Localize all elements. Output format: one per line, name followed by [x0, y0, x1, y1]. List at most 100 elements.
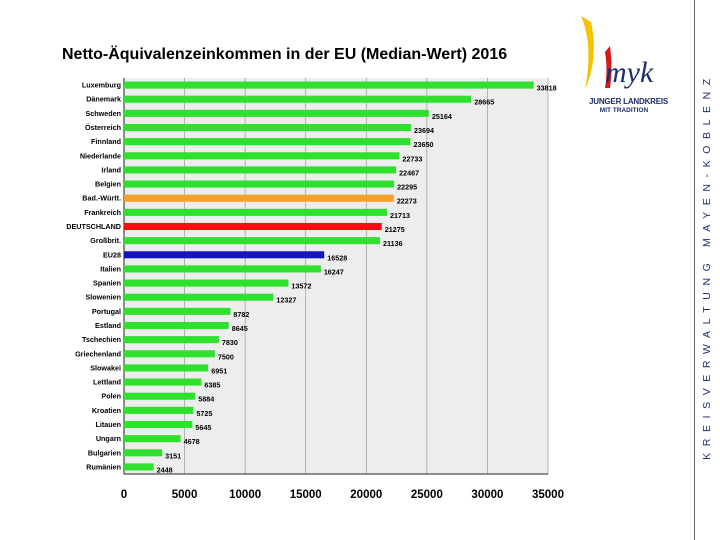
data-label: 8645 — [232, 324, 248, 333]
bar-10 — [124, 208, 388, 216]
category-label: Bulgarien — [88, 448, 121, 457]
x-tick-label: 20000 — [350, 489, 382, 501]
bar-21 — [124, 364, 209, 372]
bar-5 — [124, 138, 411, 146]
category-label: Ungarn — [96, 434, 121, 443]
category-label: Slowakei — [90, 363, 121, 372]
data-label: 16528 — [327, 253, 347, 262]
sidebar-divider — [694, 0, 695, 540]
bar-6 — [124, 152, 400, 160]
category-label: Irland — [101, 165, 121, 174]
logo-line-2: MIT TRADITION — [599, 107, 649, 114]
data-label: 2448 — [157, 465, 173, 474]
bar-15 — [124, 279, 289, 287]
bar-chart: 0 5000 10000 15000 20000 25000 30000 35000 Luxem… — [60, 74, 580, 505]
x-tick-label: 5000 — [172, 489, 198, 501]
data-label: 23694 — [414, 126, 434, 135]
data-label: 22733 — [402, 154, 422, 163]
category-label: EU28 — [103, 250, 121, 259]
data-label: 22467 — [399, 168, 419, 177]
category-label: Rumänien — [86, 462, 121, 471]
data-label: 7500 — [218, 352, 234, 361]
data-label: 13572 — [291, 282, 311, 291]
x-tick-label: 30000 — [471, 489, 503, 501]
data-label: 21713 — [390, 211, 410, 220]
bar-9 — [124, 194, 394, 202]
data-label: 22295 — [397, 183, 417, 192]
category-label: Bad.-Württ. — [82, 194, 121, 203]
category-label: Italien — [100, 264, 121, 273]
data-label: 16247 — [324, 267, 344, 276]
data-label: 7830 — [222, 338, 238, 347]
x-tick-label: 25000 — [411, 489, 443, 501]
category-label: Österreich — [85, 123, 121, 132]
category-label: Luxemburg — [82, 81, 121, 90]
category-label: Belgien — [95, 180, 121, 189]
bar-17 — [124, 307, 231, 315]
data-label: 22273 — [397, 197, 417, 206]
data-label: 21136 — [383, 239, 403, 248]
chart-title: Netto-Äquivalenzeinkommen in der EU (Med… — [62, 46, 508, 63]
category-label: Frankreich — [84, 208, 121, 217]
data-label: 5725 — [196, 409, 212, 418]
bar-25 — [124, 420, 193, 429]
bar-12 — [124, 237, 381, 245]
category-label: Griechenland — [75, 349, 121, 358]
sidebar-band — [694, 0, 720, 540]
logo-mark: myk — [605, 56, 654, 89]
data-label: 5884 — [198, 395, 214, 404]
data-label: 6951 — [211, 366, 227, 375]
bar-19 — [124, 336, 219, 344]
category-label: Dänemark — [86, 95, 121, 104]
category-label: Großbrit. — [90, 236, 121, 245]
bar-26 — [124, 435, 181, 443]
bar-22 — [124, 378, 202, 386]
x-tick-label: 0 — [121, 489, 127, 501]
category-label: Slowenien — [85, 293, 121, 302]
bar-11 — [124, 222, 382, 231]
myk-logo-icon: myk — [581, 16, 654, 90]
data-label: 4678 — [184, 437, 200, 446]
category-label: Niederlande — [80, 151, 121, 160]
x-tick-label: 15000 — [290, 489, 322, 501]
bar-20 — [124, 350, 215, 358]
data-label: 28665 — [474, 98, 494, 107]
data-label: 21275 — [385, 225, 405, 234]
bar-chart-svg: 0 5000 10000 15000 20000 25000 30000 35000 Luxem… — [66, 78, 564, 501]
data-label: 23650 — [414, 140, 434, 149]
bar-23 — [124, 392, 196, 400]
x-tick-label: 10000 — [229, 489, 261, 501]
bar-16 — [124, 293, 274, 301]
category-label: Finnland — [91, 137, 121, 146]
bar-14 — [124, 265, 321, 273]
category-label: Portugal — [92, 307, 121, 316]
category-label: Schweden — [85, 109, 121, 118]
x-tick-label: 35000 — [532, 489, 564, 501]
category-label: Litauen — [95, 420, 121, 429]
bar-13 — [124, 251, 325, 259]
bar-4 — [124, 123, 412, 132]
category-label: Polen — [101, 392, 121, 401]
data-label: 6385 — [204, 381, 220, 390]
category-label: Estland — [95, 321, 121, 330]
logo-line-1: JUNGER LANDKREIS — [589, 97, 669, 106]
data-label: 8782 — [233, 310, 249, 319]
category-label: Lettland — [93, 378, 121, 387]
category-label: DEUTSCHLAND — [66, 222, 121, 231]
bar-3 — [124, 109, 429, 117]
data-label: 12327 — [276, 296, 296, 305]
data-label: 33818 — [537, 84, 557, 93]
bar-27 — [124, 449, 163, 457]
bar-7 — [124, 166, 397, 174]
category-label: Tschechien — [82, 335, 121, 344]
bar-2 — [124, 95, 472, 103]
category-label: Kroatien — [92, 406, 121, 415]
category-label: Spanien — [93, 279, 121, 288]
data-label: 25164 — [432, 112, 452, 121]
bar-28 — [124, 463, 154, 471]
sidebar-vertical-text: KREISVERWALTUNG MAYEN-KOBLENZ — [701, 72, 713, 460]
bar-8 — [124, 180, 395, 188]
bar-1 — [124, 81, 534, 89]
bar-24 — [124, 406, 194, 414]
data-label: 3151 — [165, 451, 181, 460]
